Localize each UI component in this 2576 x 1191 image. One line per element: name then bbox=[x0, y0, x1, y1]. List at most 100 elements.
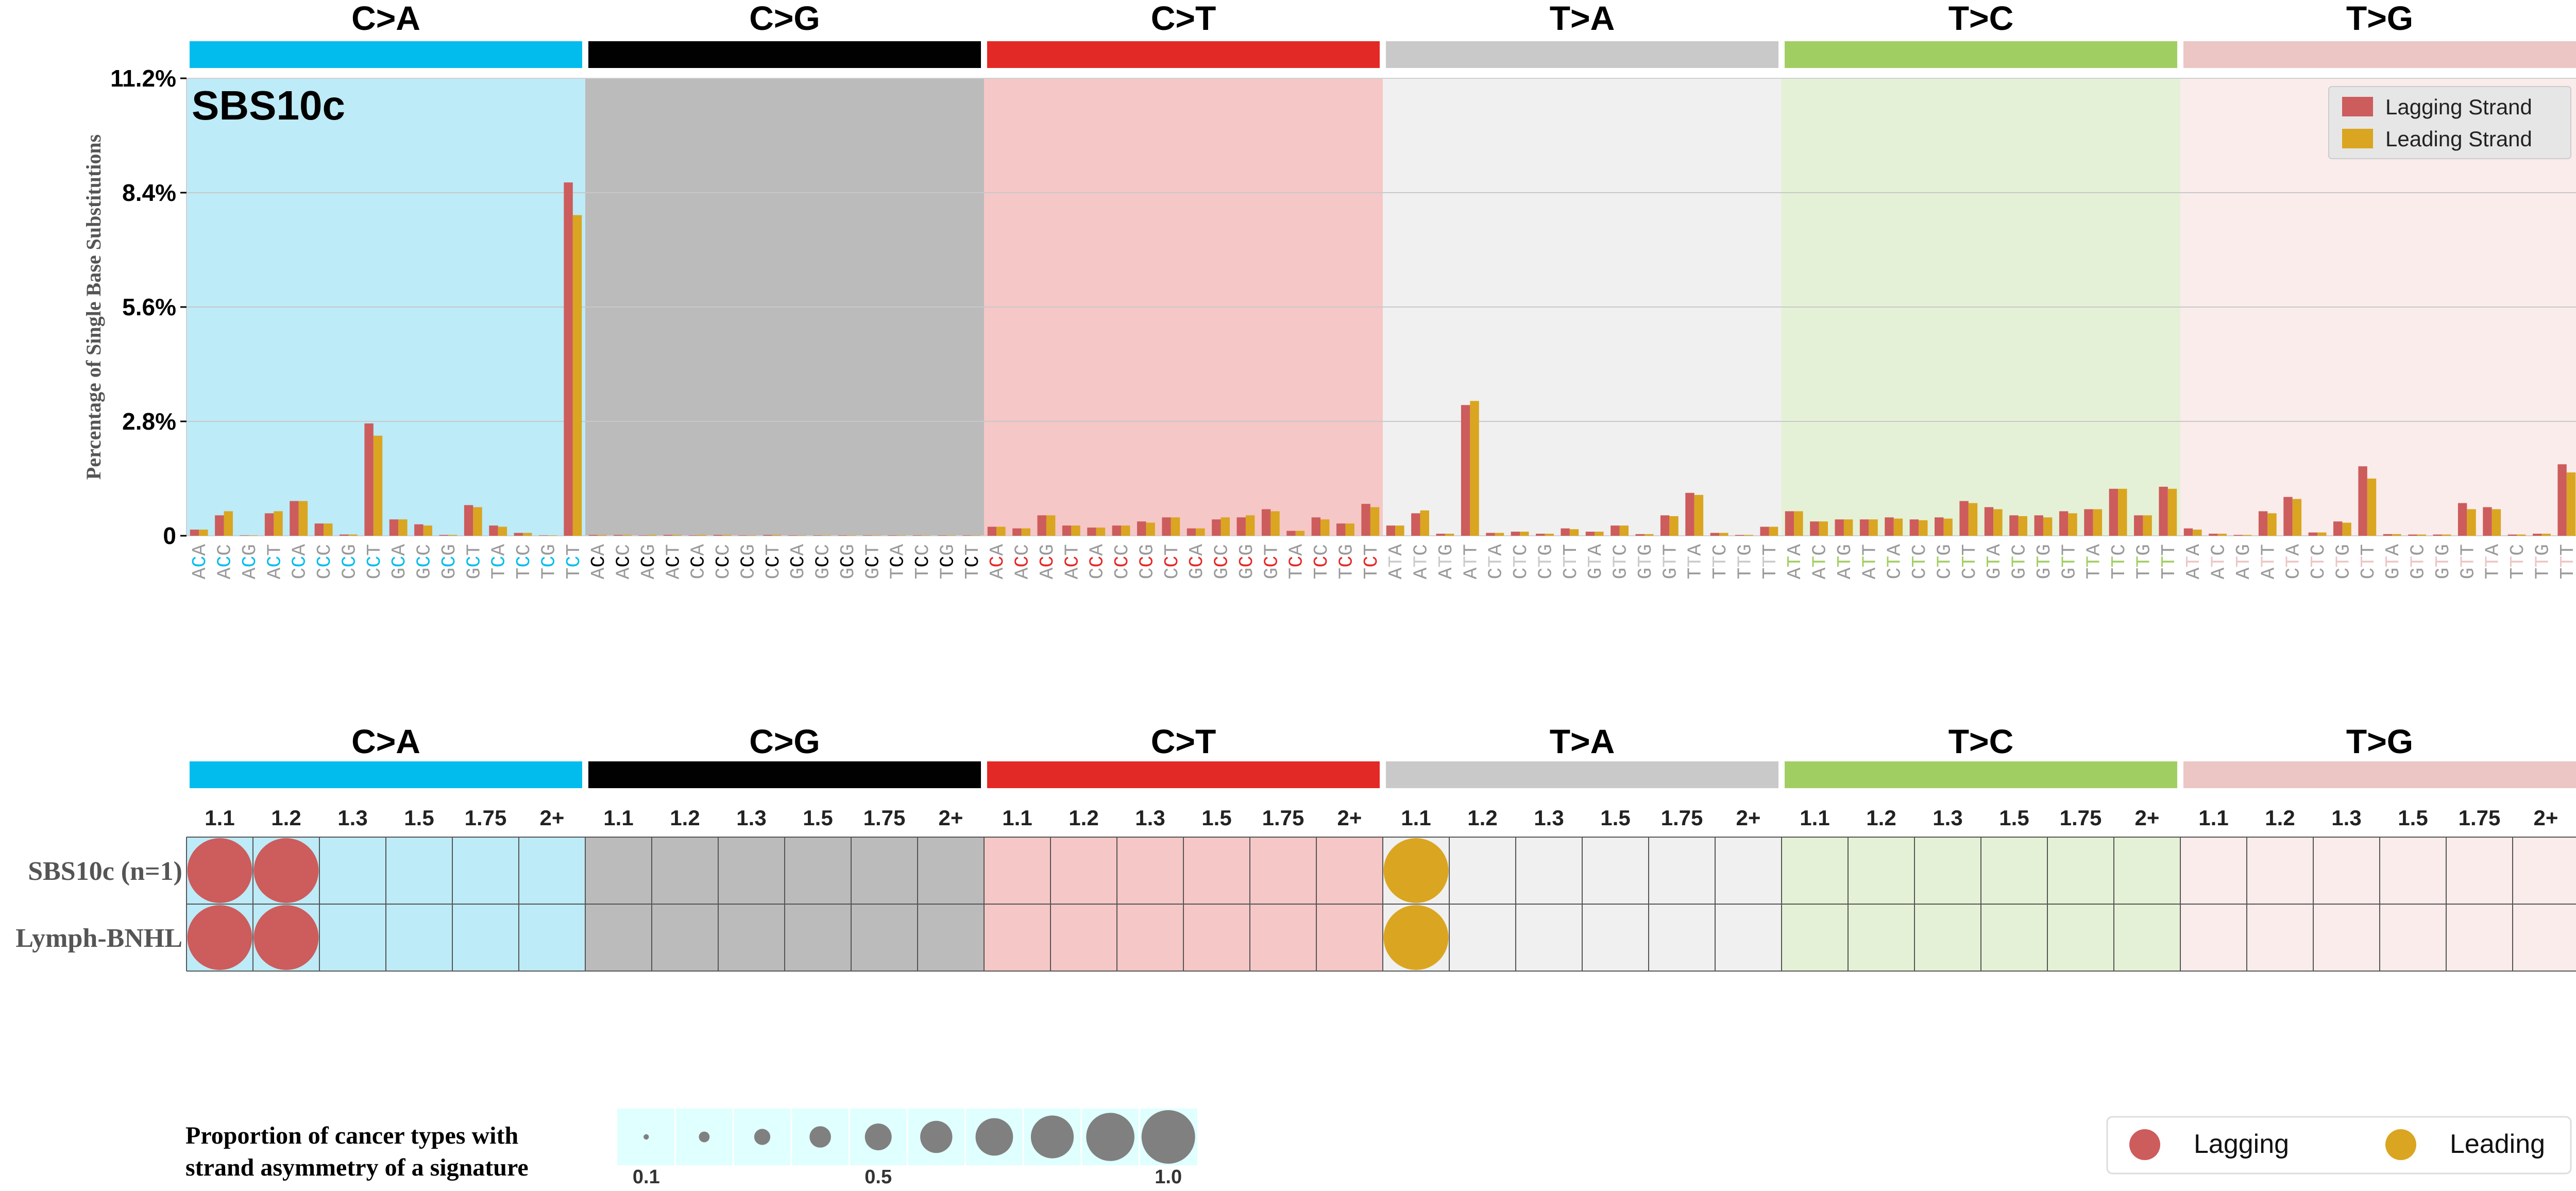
bar bbox=[1595, 532, 1604, 536]
x-tick-char: A bbox=[1186, 544, 1208, 556]
bar bbox=[896, 535, 906, 536]
x-tick-char: A bbox=[887, 544, 909, 556]
mutation-type-label: T>C bbox=[1948, 722, 2014, 760]
x-tick-char: C bbox=[414, 556, 436, 568]
ratio-label: 1.75 bbox=[1262, 806, 1304, 830]
legend-box bbox=[2328, 86, 2571, 159]
x-tick-char: C bbox=[1111, 544, 1133, 556]
x-tick-char: G bbox=[787, 568, 809, 580]
x-tick-label: GTT bbox=[2058, 544, 2080, 579]
x-tick-label: TTT bbox=[1759, 544, 1782, 579]
bar bbox=[2566, 472, 2576, 536]
bar bbox=[2317, 532, 2327, 536]
x-tick-char: T bbox=[1859, 544, 1881, 556]
x-tick-char: C bbox=[737, 568, 759, 580]
bar bbox=[348, 534, 358, 536]
ratio-label: 1.5 bbox=[2398, 806, 2428, 830]
ratio-label: 1.1 bbox=[205, 806, 234, 830]
x-tick-char: C bbox=[314, 556, 336, 568]
x-tick-char: T bbox=[2332, 556, 2354, 568]
ratio-label: 1.2 bbox=[670, 806, 700, 830]
x-tick-char: A bbox=[189, 567, 211, 579]
x-tick-label: ATA bbox=[1385, 544, 1408, 580]
x-tick-char: C bbox=[2108, 544, 2130, 556]
x-tick-label: CCT bbox=[762, 544, 785, 579]
x-tick-char: T bbox=[2557, 544, 2576, 556]
x-tick-char: G bbox=[837, 544, 859, 556]
x-tick-char: C bbox=[887, 556, 909, 568]
ratio-label: 1.3 bbox=[1534, 806, 1564, 830]
x-tick-label: TTC bbox=[2108, 544, 2130, 579]
x-tick-char: C bbox=[264, 556, 286, 568]
x-tick-char: T bbox=[1685, 568, 1707, 580]
x-tick-char: A bbox=[1784, 544, 1806, 556]
x-tick-char: G bbox=[2009, 568, 2031, 580]
mutation-type-label: T>G bbox=[2346, 0, 2413, 37]
x-tick-char: C bbox=[1261, 556, 1283, 568]
y-tick-label: 0 bbox=[163, 522, 176, 549]
bar bbox=[364, 423, 374, 536]
x-tick-char: A bbox=[1435, 567, 1458, 579]
bar bbox=[1561, 528, 1570, 536]
x-tick-char: A bbox=[1834, 567, 1856, 579]
bar bbox=[697, 535, 707, 536]
top-bar-chart: C>A C>G C>T T>A T>C T>G 0 2.8% 5.6% 8.4% 11.2% Perc… bbox=[82, 0, 2576, 579]
bar bbox=[2034, 515, 2043, 536]
x-tick-char: G bbox=[388, 568, 411, 580]
x-tick-label: GTC bbox=[2009, 544, 2031, 579]
bar bbox=[1137, 521, 1146, 536]
x-tick-char: T bbox=[2358, 544, 2380, 556]
x-tick-label: ATA bbox=[1784, 544, 1806, 580]
x-tick-label: CTT bbox=[1959, 544, 1981, 579]
bar bbox=[1286, 531, 1296, 536]
x-tick-char: C bbox=[1884, 568, 1906, 580]
x-tick-char: C bbox=[414, 544, 436, 556]
x-tick-char: C bbox=[613, 544, 635, 556]
bar bbox=[2283, 497, 2293, 536]
x-tick-char: C bbox=[563, 556, 585, 568]
ratio-label: 1.2 bbox=[1866, 806, 1896, 830]
x-tick-char: T bbox=[2083, 556, 2106, 568]
x-tick-char: G bbox=[2233, 544, 2255, 556]
bar bbox=[2492, 509, 2501, 536]
x-tick-char: C bbox=[314, 544, 336, 556]
bar bbox=[688, 535, 698, 536]
x-tick-char: T bbox=[1635, 556, 1657, 568]
x-tick-label: GTC bbox=[1610, 544, 1632, 579]
bar bbox=[373, 435, 383, 536]
bar bbox=[1984, 507, 1994, 536]
x-tick-char: T bbox=[2158, 544, 2180, 556]
bar bbox=[2433, 534, 2442, 536]
bar bbox=[2267, 513, 2277, 536]
strand-legend-marker bbox=[2129, 1129, 2160, 1160]
bar bbox=[838, 535, 847, 536]
x-tick-char: C bbox=[1411, 544, 1433, 556]
strand-legend: Lagging Leading bbox=[2106, 1116, 2572, 1175]
x-tick-char: A bbox=[663, 567, 685, 579]
bar bbox=[398, 519, 408, 536]
x-tick-char: G bbox=[1585, 568, 1607, 580]
x-tick-char: T bbox=[1759, 556, 1782, 568]
bar bbox=[2342, 522, 2351, 536]
x-tick-char: C bbox=[2308, 568, 2330, 580]
x-tick-char: A bbox=[588, 544, 610, 556]
mutation-type-label: T>C bbox=[1948, 0, 2014, 37]
x-tick-label: TTC bbox=[2507, 544, 2529, 579]
x-tick-label: CTT bbox=[2358, 544, 2380, 579]
x-tick-char: G bbox=[638, 544, 660, 556]
x-tick-char: G bbox=[2133, 544, 2155, 556]
bar bbox=[1694, 495, 1704, 536]
x-tick-label: ATT bbox=[2258, 544, 2280, 579]
x-tick-char: C bbox=[837, 556, 859, 568]
bar bbox=[1320, 519, 1330, 536]
x-tick-char: G bbox=[1635, 568, 1657, 580]
x-tick-char: G bbox=[837, 568, 859, 580]
bar bbox=[663, 535, 673, 536]
mutation-type-label: T>A bbox=[1550, 0, 1615, 37]
x-tick-label: TCG bbox=[1335, 544, 1358, 579]
x-tick-char: A bbox=[1685, 544, 1707, 556]
bar bbox=[1461, 405, 1470, 536]
x-tick-label: ACA bbox=[189, 544, 211, 580]
x-tick-char: T bbox=[1984, 556, 2006, 568]
